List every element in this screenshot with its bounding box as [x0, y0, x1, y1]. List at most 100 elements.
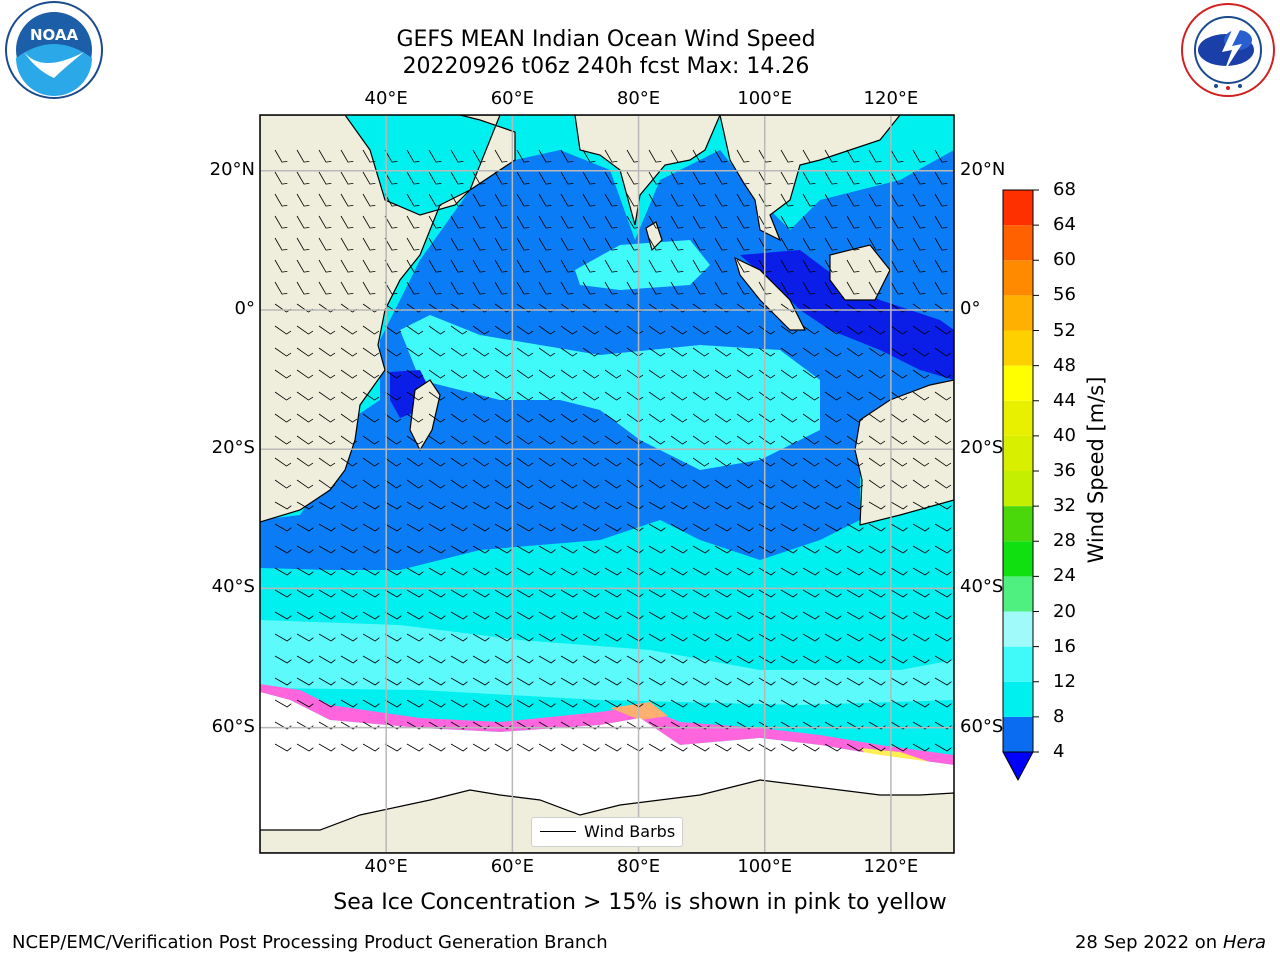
wind-barb: [824, 699, 842, 708]
colorbar-tick-label: 48: [1053, 354, 1076, 376]
wind-barb: [934, 369, 952, 379]
wind-barb: [428, 677, 446, 686]
wind-barb: [494, 281, 508, 295]
wind-barb: [472, 237, 486, 251]
wind-barb: [340, 479, 358, 489]
wind-barb: [648, 589, 666, 598]
wind-barb: [670, 171, 684, 185]
wind-barb: [934, 545, 952, 554]
wind-barb: [912, 193, 926, 207]
wind-barb: [296, 391, 314, 401]
wind-barb: [868, 545, 886, 554]
wind-barb: [648, 215, 662, 229]
wind-barb: [340, 699, 358, 708]
wind-barb: [274, 369, 292, 379]
wind-barb: [340, 567, 358, 576]
wind-barb: [780, 501, 798, 510]
wind-barb: [890, 677, 908, 686]
colorbar-tick-label: 56: [1053, 284, 1076, 306]
nws-logo: [1181, 3, 1275, 97]
wind-barb: [472, 699, 490, 708]
wind-barb: [758, 677, 776, 686]
wind-barb: [890, 699, 908, 708]
wind-barb: [714, 259, 728, 273]
wind-barb: [450, 743, 468, 752]
wind-barb: [890, 523, 908, 532]
wind-barb: [692, 281, 706, 295]
wind-barb: [538, 589, 556, 598]
wind-barb: [846, 655, 864, 664]
wind-barb: [428, 259, 442, 273]
wind-barb: [428, 523, 446, 532]
wind-barb: [296, 479, 314, 489]
wind-barb: [846, 391, 864, 401]
wind-barb: [296, 699, 314, 708]
wind-barb: [670, 435, 688, 445]
wind-barb: [318, 171, 332, 185]
wind-barb: [714, 413, 732, 423]
wind-barb: [296, 743, 314, 752]
wind-barb: [758, 567, 776, 576]
wind-barb: [384, 523, 402, 532]
wind-barb: [494, 237, 508, 251]
wind-barb: [802, 611, 820, 620]
wind-barb: [692, 325, 710, 335]
wind-barb: [582, 677, 600, 686]
wind-barb: [692, 347, 710, 357]
wind-barb: [340, 633, 358, 642]
wind-barb: [472, 501, 490, 510]
wind-barb: [714, 325, 732, 335]
wind-barb: [560, 589, 578, 598]
wind-barb: [362, 215, 376, 229]
wind-barb: [274, 611, 292, 620]
wind-barb: [780, 171, 794, 185]
wind-barb: [824, 501, 842, 510]
wind-barb: [362, 237, 376, 251]
wind-barb: [824, 457, 842, 467]
wind-barb: [824, 369, 842, 379]
wind-barb: [890, 171, 904, 185]
wind-barb: [428, 171, 442, 185]
wind-barb: [538, 611, 556, 620]
wind-barb: [670, 633, 688, 642]
wind-barb: [758, 171, 772, 185]
wind-barb: [824, 215, 838, 229]
wind-barb: [758, 699, 776, 708]
wind-barb: [472, 655, 490, 664]
wind-barb: [274, 325, 292, 335]
colorbar-tick-label: 60: [1053, 249, 1076, 271]
wind-barb: [780, 589, 798, 598]
wind-barb: [296, 413, 314, 423]
wind-barb: [736, 699, 754, 708]
wind-barb: [692, 721, 710, 730]
wind-barb: [362, 611, 380, 620]
wind-barb: [318, 699, 336, 708]
wind-barb: [670, 611, 688, 620]
colorbar-tick-label: 40: [1053, 424, 1076, 446]
wind-barb-legend-line: [540, 831, 576, 832]
wind-barb: [560, 545, 578, 554]
wind-barb: [560, 193, 574, 207]
colorbar-tick-label: 4: [1053, 741, 1065, 762]
wind-barb: [648, 237, 662, 251]
wind-barb: [626, 281, 640, 295]
wind-barb: [692, 743, 710, 752]
wind-barb: [428, 457, 446, 467]
wind-barb: [890, 391, 908, 401]
wind-barb: [538, 567, 556, 576]
lat-tick-label-left: 40°S: [211, 576, 255, 598]
wind-barb: [648, 457, 666, 467]
wind-barb: [582, 391, 600, 401]
wind-barb: [890, 545, 908, 554]
wind-barb: [296, 237, 310, 251]
wind-barb: [868, 523, 886, 532]
wind-barb: [384, 259, 398, 273]
wind-barb: [362, 325, 380, 335]
wind-barb: [340, 237, 354, 251]
colorbar-tick-label: 12: [1053, 670, 1076, 692]
wind-barb: [670, 413, 688, 423]
wind-barb: [604, 281, 618, 295]
wind-barb: [912, 457, 930, 467]
wind-barb: [560, 655, 578, 664]
wind-barb: [846, 325, 864, 335]
